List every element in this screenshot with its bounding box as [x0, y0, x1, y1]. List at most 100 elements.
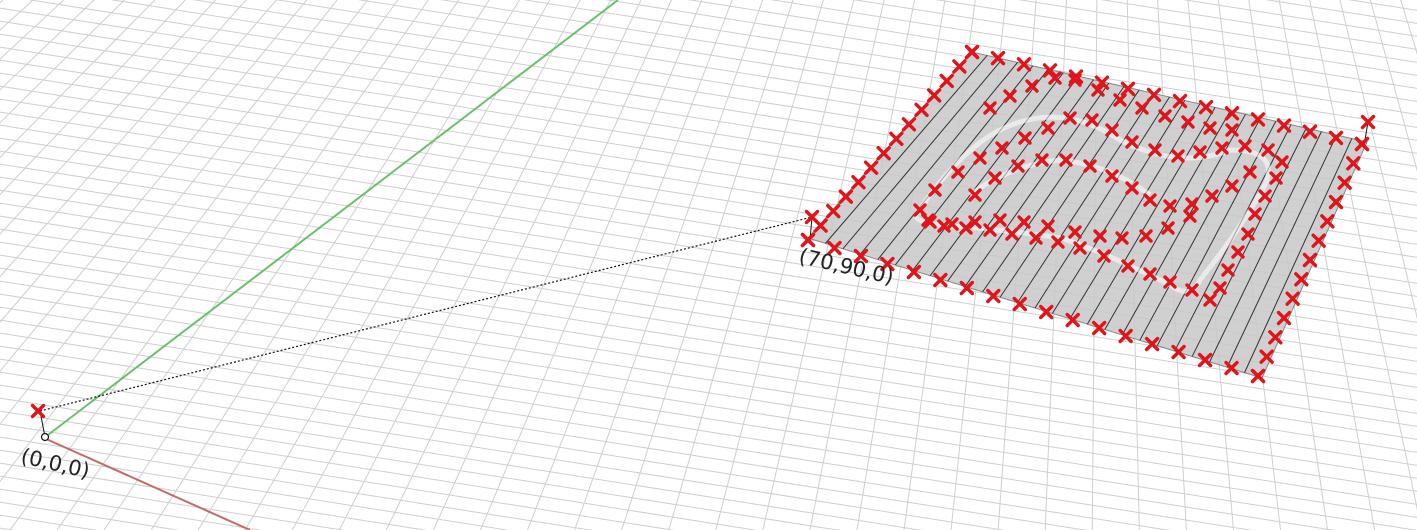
- control-point-marker[interactable]: [933, 272, 948, 288]
- control-point-marker[interactable]: [914, 102, 929, 118]
- control-point-marker[interactable]: [1276, 118, 1292, 133]
- control-point-marker[interactable]: [1143, 193, 1157, 207]
- control-point-marker[interactable]: [1261, 143, 1275, 157]
- control-point-marker[interactable]: [1259, 349, 1274, 364]
- control-point-marker[interactable]: [1105, 169, 1119, 183]
- control-point-marker[interactable]: [1250, 368, 1266, 384]
- control-point-marker[interactable]: [959, 221, 973, 235]
- control-point-marker[interactable]: [1144, 336, 1160, 352]
- control-point-marker[interactable]: [1097, 249, 1111, 263]
- control-point-marker[interactable]: [1328, 130, 1344, 146]
- control-point-marker[interactable]: [1093, 229, 1107, 243]
- control-point-marker[interactable]: [1269, 171, 1283, 185]
- control-point-marker[interactable]: [1294, 272, 1309, 287]
- control-point-marker[interactable]: [1320, 214, 1335, 229]
- control-point-marker[interactable]: [1285, 291, 1300, 306]
- control-point-marker[interactable]: [1248, 207, 1262, 221]
- control-point-marker[interactable]: [1113, 93, 1127, 107]
- control-point-marker[interactable]: [1048, 71, 1062, 85]
- control-point-marker[interactable]: [959, 280, 975, 296]
- control-point-marker[interactable]: [923, 215, 937, 229]
- control-point-marker[interactable]: [889, 131, 904, 146]
- control-point-marker[interactable]: [1065, 312, 1080, 328]
- control-point-marker[interactable]: [952, 59, 967, 74]
- origin-point[interactable]: [40, 432, 50, 442]
- control-point-marker[interactable]: [1185, 283, 1199, 297]
- control-point-marker[interactable]: [1183, 209, 1197, 223]
- control-point-marker[interactable]: [876, 146, 891, 161]
- control-point-marker[interactable]: [906, 264, 922, 280]
- control-point-marker[interactable]: [986, 288, 1001, 304]
- control-point-marker[interactable]: [1302, 252, 1318, 268]
- control-point-marker[interactable]: [1073, 241, 1087, 255]
- control-point-marker[interactable]: [1118, 328, 1133, 344]
- control-point-marker[interactable]: [813, 218, 828, 233]
- control-point-marker[interactable]: [1215, 141, 1229, 155]
- control-point-marker[interactable]: [1225, 123, 1239, 137]
- control-point-marker[interactable]: [901, 117, 917, 132]
- control-point-marker[interactable]: [1121, 259, 1135, 273]
- control-point-marker[interactable]: [838, 189, 854, 204]
- control-point-marker[interactable]: [1198, 99, 1214, 115]
- control-point-marker[interactable]: [968, 188, 982, 202]
- control-point-marker[interactable]: [1171, 344, 1186, 360]
- control-point-marker[interactable]: [1172, 93, 1188, 109]
- control-point-marker[interactable]: [1120, 81, 1136, 97]
- control-point-marker[interactable]: [951, 165, 965, 179]
- control-point-marker[interactable]: [1029, 231, 1043, 245]
- control-point-marker[interactable]: [1017, 215, 1031, 229]
- control-point-marker[interactable]: [995, 141, 1009, 155]
- control-point-marker[interactable]: [993, 213, 1007, 227]
- control-point-marker[interactable]: [1148, 143, 1162, 157]
- control-point-marker[interactable]: [1354, 136, 1370, 152]
- control-point-marker[interactable]: [1139, 229, 1153, 243]
- control-point-marker[interactable]: [1003, 89, 1017, 103]
- control-point-marker[interactable]: [1311, 233, 1326, 248]
- control-point-marker[interactable]: [990, 50, 1006, 66]
- control-point-marker[interactable]: [880, 256, 895, 272]
- control-point-marker[interactable]: [1035, 153, 1049, 167]
- control-point-marker[interactable]: [964, 44, 980, 60]
- control-point-marker[interactable]: [1091, 320, 1107, 336]
- control-point-marker[interactable]: [1163, 275, 1177, 289]
- control-point-marker[interactable]: [1213, 281, 1227, 295]
- control-point-marker[interactable]: [1258, 189, 1272, 203]
- control-point-marker[interactable]: [983, 101, 997, 115]
- control-point-marker[interactable]: [1059, 153, 1073, 167]
- control-point-marker[interactable]: [1276, 310, 1292, 326]
- control-point-marker[interactable]: [1275, 155, 1289, 169]
- control-point-marker[interactable]: [945, 217, 959, 231]
- control-point-marker[interactable]: [968, 215, 982, 229]
- control-point-marker[interactable]: [1225, 179, 1239, 193]
- control-point-marker[interactable]: [988, 171, 1002, 185]
- control-point-marker[interactable]: [1063, 111, 1077, 125]
- control-point-marker[interactable]: [1025, 79, 1039, 93]
- control-point-marker[interactable]: [1068, 69, 1084, 84]
- control-point-marker[interactable]: [1018, 131, 1032, 145]
- control-point-marker[interactable]: [1302, 124, 1318, 139]
- control-point-marker[interactable]: [928, 183, 942, 197]
- control-point-marker[interactable]: [1011, 159, 1025, 173]
- control-point-marker[interactable]: [1039, 304, 1054, 320]
- control-point-marker[interactable]: [1224, 360, 1239, 376]
- control-point-marker[interactable]: [1171, 149, 1185, 163]
- control-point-marker[interactable]: [983, 223, 997, 237]
- control-point-marker[interactable]: [1041, 219, 1055, 233]
- control-point-marker[interactable]: [1337, 175, 1352, 190]
- control-point-marker[interactable]: [1203, 121, 1217, 135]
- control-point-marker[interactable]: [1094, 75, 1110, 90]
- control-point-marker[interactable]: [800, 232, 816, 248]
- control-point-marker[interactable]: [1135, 101, 1149, 115]
- control-point-marker[interactable]: [1125, 181, 1139, 195]
- control-point-marker[interactable]: [1360, 114, 1376, 130]
- control-point-markers[interactable]: [30, 44, 1376, 419]
- extruded-surface[interactable]: [807, 51, 1368, 379]
- control-point-marker[interactable]: [1143, 267, 1157, 281]
- control-point-marker[interactable]: [1068, 73, 1082, 87]
- control-point-marker[interactable]: [1085, 113, 1099, 127]
- control-point-marker[interactable]: [1083, 159, 1097, 173]
- control-point-marker[interactable]: [1042, 63, 1058, 78]
- control-point-marker[interactable]: [939, 73, 954, 89]
- control-point-marker[interactable]: [1205, 189, 1219, 203]
- control-point-marker[interactable]: [1185, 197, 1199, 211]
